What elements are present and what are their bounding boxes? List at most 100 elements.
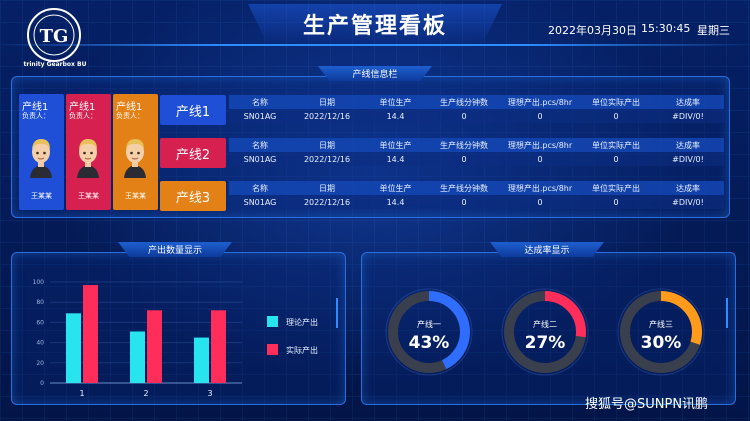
manager-name: 王某某 — [31, 192, 52, 200]
output-tab — [118, 242, 232, 257]
header-divider — [0, 44, 750, 46]
column-header: 日期 — [291, 95, 363, 109]
table-cell: #DIV/0! — [652, 152, 724, 166]
table-cell: #DIV/0! — [652, 109, 724, 123]
table-row: SN01AG 2022/12/16 14.4 0 0 0 #DIV/0! — [229, 152, 724, 166]
manager-label: 负责人： — [69, 112, 97, 120]
page-title: 生产管理看板 — [302, 14, 447, 39]
table-cell: 14.4 — [363, 195, 428, 209]
table-header-row: 名称 日期 单位生产 生产线分钟数 理想产出.pcs/8hr 单位实际产出 达成率 — [229, 138, 724, 152]
bar-actual — [147, 310, 162, 383]
manager-name: 王某某 — [78, 192, 99, 200]
column-header: 日期 — [291, 181, 363, 195]
column-header: 理想产出.pcs/8hr — [500, 181, 580, 195]
column-header: 生产线分钟数 — [428, 95, 500, 109]
table-row: SN01AG 2022/12/16 14.4 0 0 0 #DIV/0! — [229, 195, 724, 209]
table-cell: 0 — [580, 152, 652, 166]
table-cell: SN01AG — [229, 195, 291, 209]
table-cell: #DIV/0! — [652, 195, 724, 209]
line-card-1[interactable]: 产线1 负责人： 王某某 — [19, 94, 64, 210]
table-cell: 0 — [580, 109, 652, 123]
donut-label: 产线二 — [533, 319, 557, 329]
x-tick-label: 3 — [207, 389, 212, 398]
column-header: 名称 — [229, 181, 291, 195]
donut-segment — [620, 291, 702, 373]
manager-name: 王某某 — [125, 192, 146, 200]
donut-segment — [388, 291, 470, 373]
line-card-label: 产线1 — [116, 102, 143, 113]
company-logo: TG — [27, 8, 81, 62]
column-header: 达成率 — [652, 181, 724, 195]
y-tick-label: 80 — [36, 299, 44, 306]
line-card-label: 产线1 — [22, 102, 49, 113]
column-header: 单位生产 — [363, 138, 428, 152]
donut-label: 产线一 — [417, 319, 441, 329]
manager-label: 负责人： — [22, 112, 50, 120]
bar-theoretical — [194, 337, 209, 383]
table-cell: 0 — [580, 195, 652, 209]
table-cell: 0 — [428, 195, 500, 209]
column-header: 单位实际产出 — [580, 95, 652, 109]
y-tick-label: 0 — [40, 380, 44, 387]
line-table-2: 名称 日期 单位生产 生产线分钟数 理想产出.pcs/8hr 单位实际产出 达成率 SN01A… — [229, 138, 724, 166]
y-tick-label: 100 — [33, 279, 45, 286]
column-header: 单位实际产出 — [580, 138, 652, 152]
donut-outer-ring — [385, 288, 473, 376]
rate-tab — [490, 242, 604, 257]
line-card-label: 产线1 — [69, 102, 96, 113]
legend-swatch — [267, 344, 278, 355]
donut-outer-ring — [617, 288, 705, 376]
table-header-row: 名称 日期 单位生产 生产线分钟数 理想产出.pcs/8hr 单位实际产出 达成率 — [229, 181, 724, 195]
y-tick-label: 60 — [36, 319, 44, 326]
table-cell: 2022/12/16 — [291, 195, 363, 209]
output-title: 产出数量显示 — [147, 246, 202, 256]
x-tick-label: 2 — [143, 389, 148, 398]
column-header: 单位生产 — [363, 95, 428, 109]
line-button-3[interactable]: 产线3 — [160, 181, 226, 211]
table-cell: 0 — [500, 109, 580, 123]
table-cell: 0 — [500, 152, 580, 166]
panel-accent — [726, 298, 728, 328]
bar-actual — [211, 310, 226, 383]
column-header: 名称 — [229, 138, 291, 152]
y-tick-label: 40 — [36, 340, 44, 347]
table-cell: 0 — [428, 109, 500, 123]
table-header-row: 名称 日期 单位生产 生产线分钟数 理想产出.pcs/8hr 单位实际产出 达成率 — [229, 95, 724, 109]
bar-actual — [83, 285, 98, 383]
legend-label: 实际产出 — [286, 345, 318, 355]
column-header: 单位生产 — [363, 181, 428, 195]
bar-theoretical — [66, 313, 81, 383]
watermark-text: 搜狐号@SUNPN讯鹏 — [585, 397, 709, 412]
weekday-display: 星期三 — [697, 24, 730, 37]
line-info-title: 产线信息栏 — [352, 70, 398, 80]
manager-avatar-icon — [30, 139, 52, 178]
rate-donut-charts: 产线一 43% 产线二 27% 产线三 30% — [385, 288, 728, 376]
logo-mark: TG — [40, 26, 69, 47]
donut-value: 27% — [525, 333, 566, 353]
line-button-1[interactable]: 产线1 — [160, 95, 226, 125]
line-card-2[interactable]: 产线1 负责人： 王某某 — [66, 94, 111, 210]
line-info-tab — [318, 66, 432, 81]
column-header: 名称 — [229, 95, 291, 109]
rate-panel — [361, 252, 736, 405]
donut-segment — [504, 291, 586, 373]
column-header: 生产线分钟数 — [428, 181, 500, 195]
donut-value: 43% — [409, 333, 450, 353]
manager-avatar-icon — [77, 139, 99, 178]
y-tick-label: 20 — [36, 360, 44, 367]
table-cell: 0 — [428, 152, 500, 166]
line-card-3[interactable]: 产线1 负责人： 王某某 — [113, 94, 158, 210]
line-table-3: 名称 日期 单位生产 生产线分钟数 理想产出.pcs/8hr 单位实际产出 达成率 SN01A… — [229, 181, 724, 209]
column-header: 理想产出.pcs/8hr — [500, 95, 580, 109]
column-header: 达成率 — [652, 95, 724, 109]
legend-label: 理论产出 — [286, 317, 318, 327]
table-cell: 2022/12/16 — [291, 152, 363, 166]
table-cell: SN01AG — [229, 109, 291, 123]
column-header: 单位实际产出 — [580, 181, 652, 195]
line-table-1: 名称 日期 单位生产 生产线分钟数 理想产出.pcs/8hr 单位实际产出 达成率 SN01A… — [229, 95, 724, 123]
table-cell: 14.4 — [363, 109, 428, 123]
legend-swatch — [267, 316, 278, 327]
column-header: 理想产出.pcs/8hr — [500, 138, 580, 152]
line-button-2[interactable]: 产线2 — [160, 138, 226, 168]
